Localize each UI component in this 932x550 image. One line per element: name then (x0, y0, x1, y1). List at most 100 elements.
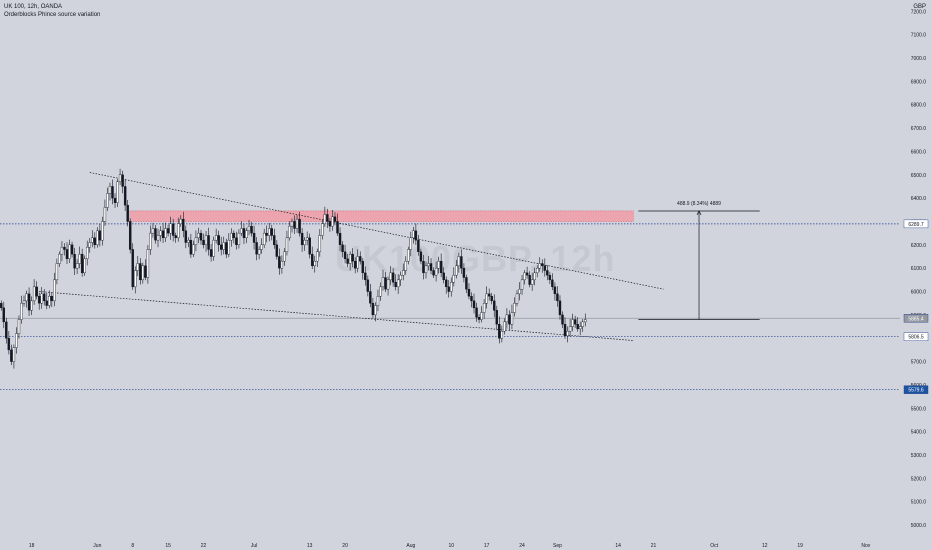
candle-body (470, 295, 473, 302)
candle-body (505, 314, 509, 323)
candle-body (159, 230, 162, 236)
candle-body (20, 302, 23, 320)
x-tick-label: 24 (519, 543, 525, 549)
candle-body (351, 253, 354, 262)
candle-body (154, 228, 157, 241)
candle-body (510, 312, 514, 325)
candle-body (359, 256, 362, 262)
candle-body (573, 319, 577, 325)
candle-body (493, 300, 496, 311)
candle-body (346, 258, 349, 264)
candle-body (204, 235, 208, 246)
candle-body (136, 263, 139, 271)
candle-body (237, 232, 241, 246)
x-tick-label: 13 (307, 543, 313, 549)
candle-body (177, 223, 180, 239)
candle-body (381, 277, 385, 288)
candle-body (58, 253, 61, 264)
candle-body (467, 288, 471, 297)
y-tick-label: 6500.0 (911, 173, 927, 179)
trendlines (39, 172, 664, 341)
candle-body (240, 228, 243, 234)
candle-body (60, 246, 64, 255)
candle-body (447, 286, 450, 292)
candle-body (118, 174, 122, 182)
candle-body (194, 237, 198, 246)
candle-body (103, 207, 107, 222)
candle-body (364, 272, 367, 281)
candle-body (311, 253, 314, 267)
orderblock-rect (127, 210, 634, 222)
candle-body (513, 302, 516, 313)
y-tick-label: 6400.0 (911, 196, 927, 202)
symbol-title: UK 100, 12h, OANDA (4, 4, 63, 10)
candle-body (396, 279, 400, 288)
candle-body (551, 279, 554, 288)
candle-body (558, 300, 562, 316)
y-tick-label: 6800.0 (911, 103, 927, 109)
candle-body (353, 260, 357, 269)
candle-body (331, 216, 334, 227)
candle-body (376, 295, 380, 306)
candle-body (498, 324, 501, 339)
candle-body (78, 253, 81, 264)
x-tick-label: 8 (131, 543, 134, 549)
x-tick-label: 22 (201, 543, 207, 549)
candle-body (86, 246, 89, 260)
candle-body (242, 228, 246, 239)
candle-body (429, 263, 433, 271)
candle-body (422, 260, 425, 274)
candle-body (187, 239, 190, 243)
candle-body (116, 181, 119, 203)
candle-body (32, 286, 36, 302)
y-tick-label: 5100.0 (911, 500, 927, 506)
candle-body (485, 293, 488, 304)
candle-body (389, 272, 392, 281)
candle-body (106, 193, 109, 208)
candle-body (465, 277, 468, 290)
candle-body (219, 244, 223, 250)
candle-body (270, 228, 273, 236)
symbol-watermark: UK100GBP, 12h (335, 238, 616, 279)
x-tick-label: 12 (762, 543, 768, 549)
candle-body (442, 272, 445, 281)
candle-body (482, 302, 486, 313)
candle-body (563, 324, 567, 337)
candle-body (432, 270, 435, 276)
candle-body (93, 237, 97, 246)
candle-body (217, 235, 220, 246)
price-tag (903, 219, 929, 229)
x-tick-label: Sep (553, 543, 562, 549)
candle-body (257, 249, 261, 255)
y-tick-label: 7100.0 (911, 33, 927, 39)
candle-body (283, 251, 286, 262)
candle-body (561, 314, 564, 325)
candle-body (63, 246, 66, 250)
candle-body (341, 244, 344, 253)
candle-body (17, 319, 21, 334)
candle-body (455, 265, 458, 276)
candle-body (182, 218, 185, 232)
candle-body (2, 307, 6, 323)
candle-body (149, 232, 152, 250)
candle-body (305, 237, 309, 241)
candle-body (262, 232, 266, 246)
y-tick-label: 7200.0 (911, 9, 927, 15)
currency-label: GBP (913, 4, 926, 10)
candle-body (495, 309, 498, 325)
x-tick-label: 15 (165, 543, 171, 549)
candle-body (169, 223, 172, 234)
candle-body (394, 281, 397, 288)
measure-label: 488.9 (8.34%) 4889 (677, 201, 721, 207)
price-tag (903, 385, 929, 394)
candle-body (444, 279, 448, 288)
candle-body (439, 260, 443, 274)
candle-body (333, 216, 337, 222)
candle-body (321, 223, 324, 236)
candle-body (113, 197, 117, 203)
x-tick-label: Oct (710, 543, 718, 549)
candle-body (96, 230, 99, 246)
candle-body (399, 274, 402, 281)
candle-body (91, 237, 94, 243)
